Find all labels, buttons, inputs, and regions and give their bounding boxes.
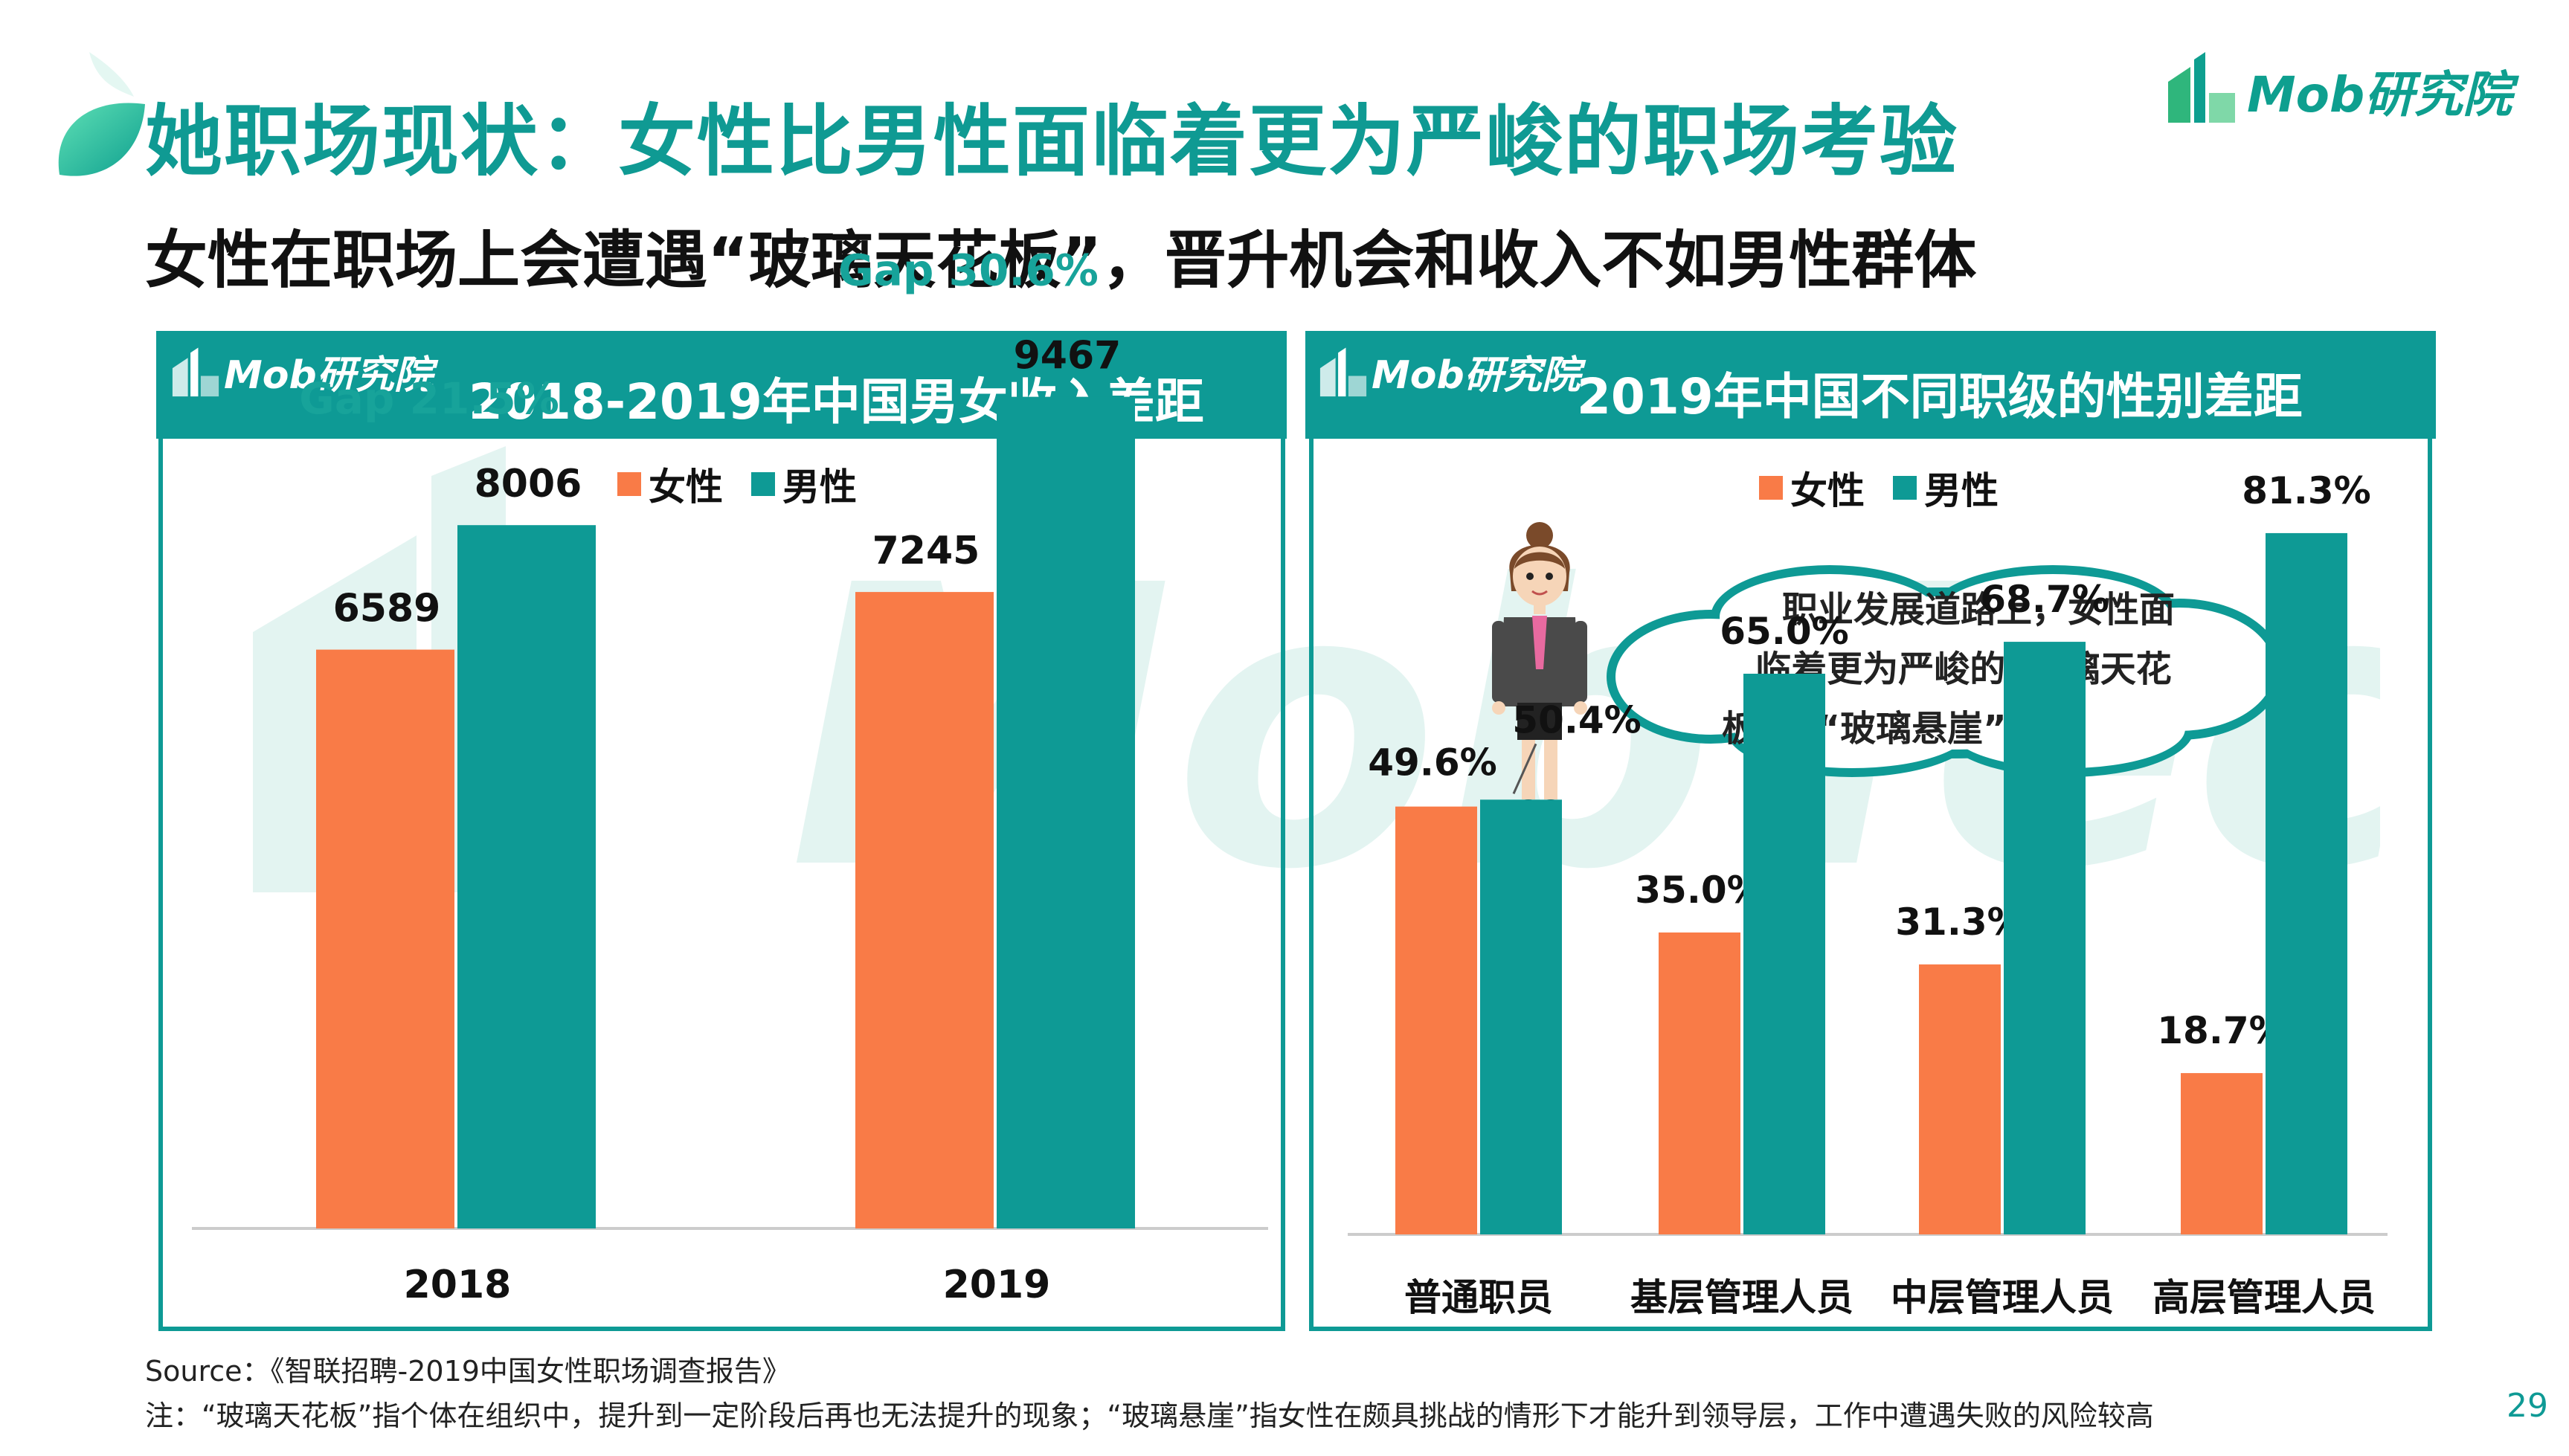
legend-label-male: 男性 xyxy=(782,466,857,509)
bar-female-高层管理人员 xyxy=(2181,1073,2263,1234)
legend-label-female: 女性 xyxy=(1790,469,1865,512)
data-label: 6589 xyxy=(333,587,441,631)
source-note: Source：《智联招聘-2019中国女性职场调查报告》 xyxy=(145,1355,791,1388)
title-leaf-icon xyxy=(58,52,145,176)
legend-label-male: 男性 xyxy=(1924,469,1999,512)
rank-legend: 女性 男性 xyxy=(1759,461,1999,515)
page-subtitle: 女性在职场上会遭遇“玻璃天花板”，晋升机会和收入不如男性群体 xyxy=(145,224,1977,297)
bar-female-中层管理人员 xyxy=(1919,964,2001,1234)
legend-swatch-female xyxy=(617,472,641,496)
bar-female-2019 xyxy=(855,592,994,1228)
income-panel-logo: Mob研究院 xyxy=(167,344,433,399)
data-label: 9467 xyxy=(1014,334,1122,379)
bar-female-2018 xyxy=(316,649,454,1228)
data-label: 68.7% xyxy=(1980,578,2109,621)
data-label: 65.0% xyxy=(1720,610,1848,653)
data-label: 49.6% xyxy=(1368,741,1496,785)
income-legend: 女性 男性 xyxy=(617,457,857,511)
brand-logo-text: Mob研究院 xyxy=(2247,66,2512,123)
data-label: 35.0% xyxy=(1635,869,1763,912)
legend-label-female: 女性 xyxy=(649,466,723,509)
mob-logo-icon xyxy=(2168,52,2235,123)
page-number: 29 xyxy=(2507,1387,2548,1425)
rank-chart-header xyxy=(1305,331,2436,439)
definition-note: 注：“玻璃天花板”指个体在组织中，提升到一定阶段后再也无法提升的现象；“玻璃悬崖… xyxy=(145,1399,2154,1432)
rank-panel-logo: Mob研究院 xyxy=(1315,344,1581,399)
page-title: 她职场现状：女性比男性面临着更为严峻的职场考验 xyxy=(145,96,1959,187)
data-label: 18.7% xyxy=(2157,1009,2286,1052)
bar-male-高层管理人员 xyxy=(2266,532,2347,1234)
rank-bar-chart: 49.6% 50.4% 普通职员 35.0% 65.0% 基层管理人员 31.3% 68.7%… xyxy=(1348,469,2388,1319)
income-bar-chart: 6589 8006 2018 Gap 21.5% 7245 9467 2019 Gap 30.… xyxy=(192,245,1268,1307)
panel-logo-icon xyxy=(1319,347,1367,397)
data-label: 81.3% xyxy=(2242,469,2370,512)
rank-panel-logo-text: Mob研究院 xyxy=(1372,353,1581,398)
label-leader-line xyxy=(1512,743,1537,794)
data-label: 7245 xyxy=(872,529,980,573)
x-tick-label: 2019 xyxy=(943,1263,1051,1307)
data-label: 8006 xyxy=(475,462,582,506)
x-tick-label: 基层管理人员 xyxy=(1630,1276,1853,1319)
rank-chart-title: 2019年中国不同职级的性别差距 xyxy=(1577,368,2303,425)
panel-logo-icon xyxy=(172,347,219,397)
bar-male-基层管理人员 xyxy=(1743,674,1825,1234)
bar-female-普通职员 xyxy=(1395,806,1477,1234)
data-label: 50.4% xyxy=(1512,698,1641,741)
bar-male-中层管理人员 xyxy=(2004,642,2086,1234)
bar-male-普通职员 xyxy=(1480,799,1562,1234)
legend-swatch-female xyxy=(1759,476,1783,500)
data-label: 31.3% xyxy=(1895,901,2024,944)
legend-swatch-male xyxy=(751,472,775,496)
bar-male-2018 xyxy=(457,525,596,1228)
gap-annotation: Gap 30.6% xyxy=(838,245,1099,296)
bar-female-基层管理人员 xyxy=(1659,932,1740,1234)
x-tick-label: 高层管理人员 xyxy=(2152,1276,2376,1319)
gap-annotation: Gap 21.5% xyxy=(299,373,559,424)
x-tick-label: 中层管理人员 xyxy=(1891,1276,2114,1319)
brand-logo: Mob研究院 xyxy=(2161,52,2512,126)
bar-male-2019 xyxy=(997,396,1135,1229)
x-tick-label: 2018 xyxy=(404,1263,512,1307)
x-tick-label: 普通职员 xyxy=(1404,1276,1553,1319)
income-panel-logo-text: Mob研究院 xyxy=(224,353,433,398)
bubble-line-1: 职业发展道路上，女性面 xyxy=(1781,589,2175,631)
legend-swatch-male xyxy=(1893,476,1917,500)
businesswoman-illustration xyxy=(1492,522,1587,810)
